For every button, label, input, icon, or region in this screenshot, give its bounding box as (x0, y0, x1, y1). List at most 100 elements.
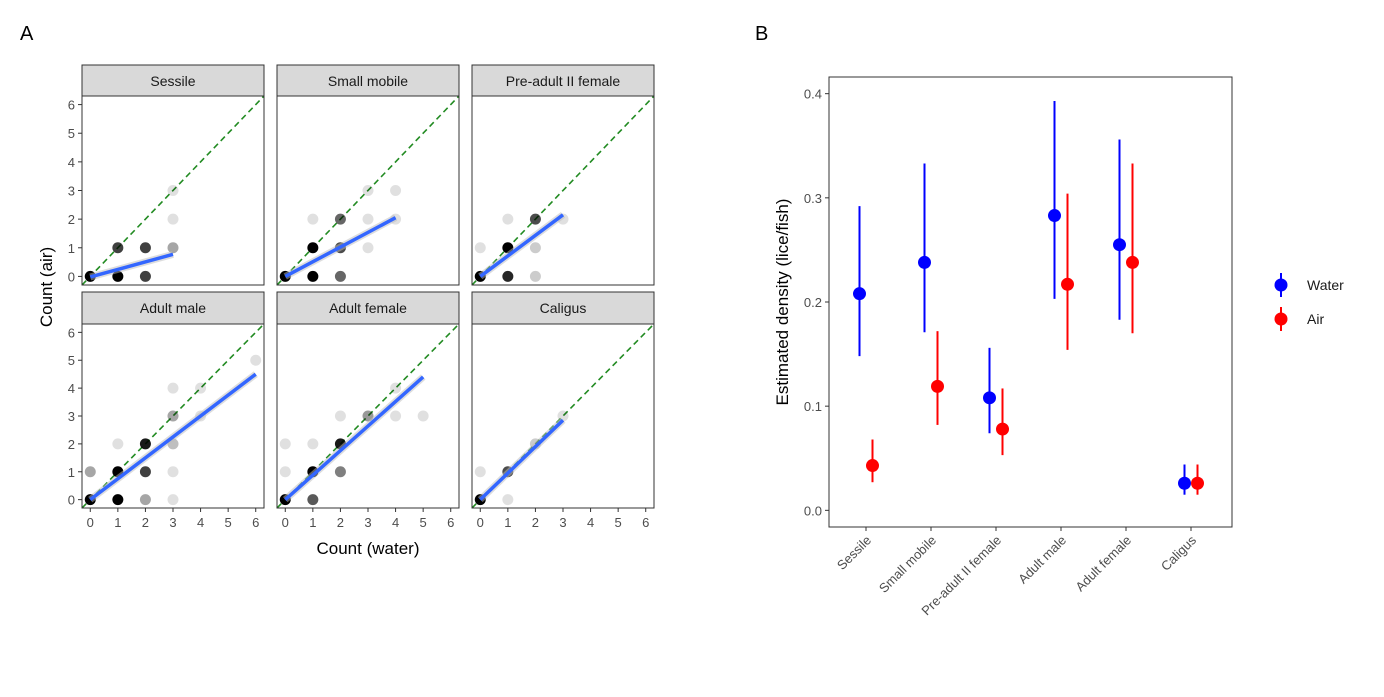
reference-line-1to1 (82, 96, 264, 285)
y-tick-label: 4 (68, 381, 75, 396)
facet-plot-area (82, 324, 264, 508)
estimate-point (853, 287, 866, 301)
x-tick-label: 6 (447, 515, 454, 530)
facet-plot-area (82, 96, 264, 285)
data-point (362, 213, 374, 225)
legend-label: Air (1307, 311, 1324, 327)
facet-adult-male: Adult male 0 1 2 3 4 5 6 0 1 2 3 4 5 6 (68, 291, 265, 530)
x-tick-label: 6 (252, 515, 259, 530)
data-point (139, 438, 151, 450)
facet-sessile: Sessile 0 1 2 3 4 5 6 (68, 64, 265, 286)
facet-adult-female: Adult female 0 1 2 3 4 5 6 (276, 291, 460, 530)
x-tick-label: 2 (532, 515, 539, 530)
data-point (362, 410, 374, 422)
x-tick-label: 5 (225, 515, 232, 530)
data-point (167, 466, 179, 478)
data-point (167, 382, 179, 394)
y-tick-label: 2 (68, 212, 75, 227)
estimate-point (1191, 476, 1204, 490)
facet-plot-area (472, 96, 654, 285)
x-tick-label: 0 (477, 515, 484, 530)
data-point (167, 410, 179, 422)
facet-strip (471, 64, 655, 97)
estimate-point (983, 391, 996, 405)
y-tick-label: 6 (68, 98, 75, 113)
panel-a-label: A (20, 23, 34, 45)
panel-b-y-axis-title: Estimated density (lice/fish) (773, 199, 792, 406)
panel-a-x-axis-title: Count (water) (317, 539, 420, 558)
data-point (307, 242, 319, 254)
data-point (167, 494, 179, 506)
estimate-point (918, 255, 931, 269)
data-point (167, 213, 179, 225)
data-point (529, 242, 541, 254)
facet-strip (81, 64, 265, 97)
data-point (390, 410, 402, 422)
y-tick-label: 3 (68, 184, 75, 199)
data-point (279, 438, 291, 450)
fit-line (479, 213, 565, 278)
estimate-point (996, 422, 1009, 436)
data-point (139, 270, 151, 282)
facet-title: Pre-adult II female (506, 73, 621, 89)
data-point (112, 242, 124, 254)
fit-line (284, 375, 425, 501)
panel-a-y-axis-title: Count (air) (37, 247, 56, 327)
estimate-point (1113, 238, 1126, 252)
data-point (502, 213, 514, 225)
estimate-point (931, 379, 944, 393)
facet-title: Small mobile (328, 73, 408, 89)
data-point (334, 270, 346, 282)
data-point (362, 185, 374, 196)
y-tick-label: 1 (68, 241, 75, 256)
estimate-point (866, 459, 879, 473)
data-point (502, 270, 514, 282)
fit-line (89, 372, 257, 502)
y-tick-label: 0.3 (804, 191, 822, 206)
x-tick-label: 1 (114, 515, 121, 530)
facet-strip (276, 291, 460, 325)
x-tick-label: Small mobile (876, 533, 939, 596)
legend-key-point (1274, 278, 1288, 292)
y-tick-label: 0.1 (804, 399, 822, 414)
x-tick-label: Caligus (1158, 532, 1200, 574)
series-water (853, 100, 1191, 495)
panel-b-label: B (755, 23, 768, 45)
x-tick-label: 4 (197, 515, 204, 530)
data-point (307, 270, 319, 282)
x-tick-label: 3 (559, 515, 566, 530)
data-point (417, 410, 429, 422)
x-tick-label: 5 (615, 515, 622, 530)
facet-strip (276, 64, 460, 97)
data-point (307, 494, 319, 506)
fit-line (89, 252, 174, 279)
data-point (279, 466, 291, 478)
data-point (250, 354, 262, 366)
y-tick-label: 0.0 (804, 503, 822, 518)
legend-key-point (1274, 312, 1288, 326)
data-point (390, 382, 402, 394)
data-point (139, 242, 151, 254)
facet-plot-area (277, 324, 459, 508)
x-tick-label: 3 (364, 515, 371, 530)
facet-pre-adult-ii-female: Pre-adult II female (471, 64, 655, 286)
data-point (112, 494, 124, 506)
x-tick-label: 2 (142, 515, 149, 530)
y-tick-label: 0 (68, 493, 75, 508)
estimate-point (1178, 476, 1191, 490)
data-point (195, 382, 207, 394)
y-tick-label: 3 (68, 409, 75, 424)
legend-item-water: Water (1274, 273, 1344, 297)
estimate-point (1048, 209, 1061, 223)
reference-line-1to1 (82, 324, 264, 508)
data-point (112, 438, 124, 450)
data-point (167, 242, 179, 254)
reference-line-1to1 (472, 96, 654, 285)
data-point (502, 494, 514, 506)
facet-plot-area (277, 96, 459, 285)
facet-small-mobile: Small mobile (276, 64, 460, 286)
x-tick-label: 4 (587, 515, 594, 530)
x-tick-label: 4 (392, 515, 399, 530)
fit-line (284, 216, 397, 278)
x-tick-label: Sessile (834, 533, 874, 573)
